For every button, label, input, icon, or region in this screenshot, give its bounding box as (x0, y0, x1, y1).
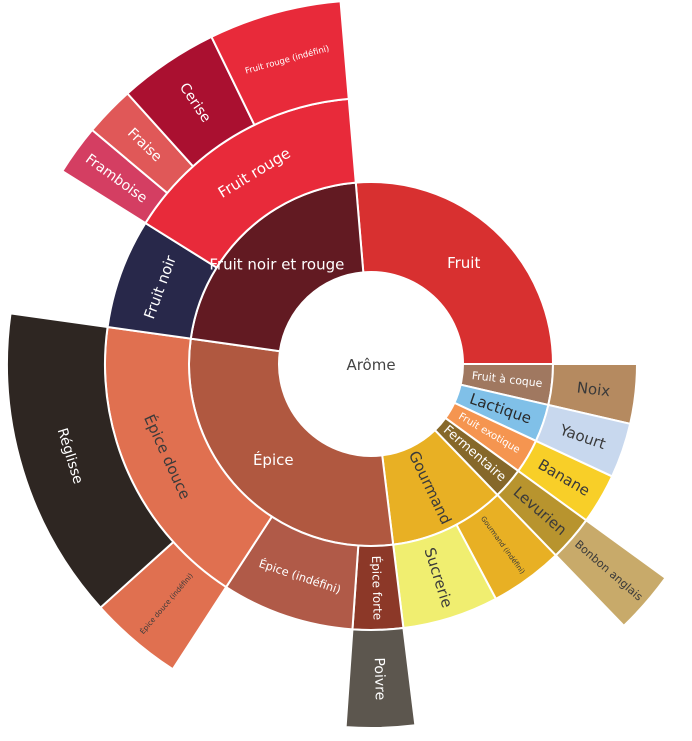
sunburst-wedges (7, 1, 665, 728)
wedge-fruit[interactable] (356, 182, 553, 364)
label-epice: Épice (253, 450, 294, 469)
label-fruit-noir-et-rouge: Fruit noir et rouge (209, 255, 344, 273)
label-epice-forte: Épice forte (369, 556, 386, 621)
label-noix: Noix (576, 379, 611, 401)
root-label: Arôme (346, 356, 395, 374)
label-fruit: Fruit (447, 254, 480, 272)
label-poivre: Poivre (371, 657, 388, 700)
